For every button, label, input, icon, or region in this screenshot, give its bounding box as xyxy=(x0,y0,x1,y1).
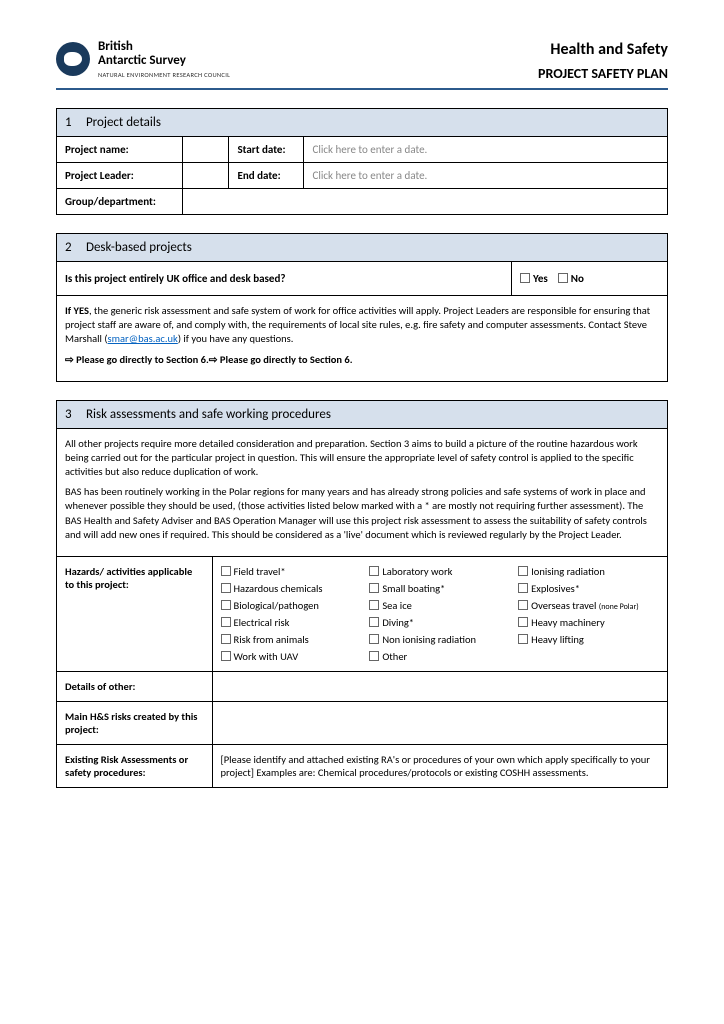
hazard-checkbox[interactable] xyxy=(518,583,528,593)
section-1-title: Project details xyxy=(86,115,161,130)
hazard-checkbox[interactable] xyxy=(369,566,379,576)
hazard-checkbox[interactable] xyxy=(221,651,231,661)
hazard-label: Other xyxy=(382,650,407,663)
doc-title-1: Health and Safety xyxy=(538,40,668,59)
section-3-num: 3 xyxy=(65,407,83,422)
hazard-label: Diving* xyxy=(382,616,414,629)
hazard-label: Ionising radiation xyxy=(531,565,605,578)
hazard-checkbox[interactable] xyxy=(221,617,231,627)
hazard-label: Field travel* xyxy=(234,565,286,578)
s3-intro-2: BAS has been routinely working in the Po… xyxy=(65,485,659,542)
bas-logo-icon xyxy=(56,42,90,76)
section-2-head: 2 Desk-based projects xyxy=(57,234,667,262)
desk-based-answer: Yes No xyxy=(512,262,667,295)
org-sub: NATURAL ENVIRONMENT RESEARCH COUNCIL xyxy=(98,71,230,79)
start-date-label: Start date: xyxy=(229,137,304,163)
hazard-checkbox[interactable] xyxy=(369,617,379,627)
start-date-input[interactable]: Click here to enter a date. xyxy=(304,137,667,163)
hazard-checkbox[interactable] xyxy=(369,651,379,661)
hazard-label: Risk from animals xyxy=(234,633,309,646)
existing-ra-text[interactable]: [Please identify and attached existing R… xyxy=(212,744,667,787)
yes-label: Yes xyxy=(533,272,548,285)
section-3-head: 3 Risk assessments and safe working proc… xyxy=(57,401,667,429)
hazard-checkbox[interactable] xyxy=(518,617,528,627)
project-name-input[interactable] xyxy=(182,137,229,163)
existing-ra-label: Existing Risk Assessments or safety proc… xyxy=(57,744,212,787)
hazard-label: Explosives* xyxy=(531,582,580,595)
details-other-label: Details of other: xyxy=(57,671,212,701)
section-3-title: Risk assessments and safe working proced… xyxy=(86,407,331,422)
group-input[interactable] xyxy=(182,189,667,215)
hazard-label: Heavy lifting xyxy=(531,633,584,646)
hazard-label: Small boating* xyxy=(382,582,445,595)
hazard-checkbox[interactable] xyxy=(221,566,231,576)
section-2-num: 2 xyxy=(65,240,83,255)
end-date-label: End date: xyxy=(229,163,304,189)
page: British Antarctic Survey NATURAL ENVIRON… xyxy=(0,0,724,846)
hazard-checkbox[interactable] xyxy=(518,566,528,576)
hazard-checkbox[interactable] xyxy=(518,600,528,610)
project-leader-label: Project Leader: xyxy=(57,163,182,189)
hazard-label: Work with UAV xyxy=(234,650,299,663)
main-risks-input[interactable] xyxy=(212,701,667,744)
s3-intro-1: All other projects require more detailed… xyxy=(65,437,659,480)
desk-based-row: Is this project entirely UK office and d… xyxy=(57,262,667,295)
goto-section-6: ⇨ Please go directly to Section 6.⇨ Plea… xyxy=(65,353,659,367)
section-2: 2 Desk-based projects Is this project en… xyxy=(56,233,668,382)
group-label: Group/department: xyxy=(57,189,182,215)
project-name-label: Project name: xyxy=(57,137,182,163)
section-3-intro: All other projects require more detailed… xyxy=(57,429,667,556)
doc-title-2: PROJECT SAFETY PLAN xyxy=(538,65,668,82)
hazard-checkbox[interactable] xyxy=(369,583,379,593)
page-header: British Antarctic Survey NATURAL ENVIRON… xyxy=(56,40,668,90)
section-1-head: 1 Project details xyxy=(57,109,667,137)
section-2-title: Desk-based projects xyxy=(86,240,192,255)
details-other-input[interactable] xyxy=(212,671,667,701)
hazard-checkbox[interactable] xyxy=(369,634,379,644)
hazard-label: Overseas travel xyxy=(531,599,596,612)
s2-para-c: ) if you have any questions. xyxy=(178,332,294,345)
hazard-checkbox[interactable] xyxy=(221,583,231,593)
hazard-checkbox[interactable] xyxy=(221,600,231,610)
contact-email-link[interactable]: smar@bas.ac.uk xyxy=(108,332,178,345)
section-1: 1 Project details Project name: Start da… xyxy=(56,108,668,215)
desk-based-question: Is this project entirely UK office and d… xyxy=(57,262,512,295)
logo-text: British Antarctic Survey NATURAL ENVIRON… xyxy=(98,40,230,79)
section-1-num: 1 xyxy=(65,115,83,130)
hazard-label: Laboratory work xyxy=(382,565,452,578)
hazard-label: Non ionising radiation xyxy=(382,633,476,646)
yes-checkbox[interactable] xyxy=(520,273,530,283)
no-label: No xyxy=(571,272,584,285)
section-3-table: Hazards/ activities applicable to this p… xyxy=(57,556,667,787)
hazard-checkbox[interactable] xyxy=(369,600,379,610)
section-2-text: If YES, the generic risk assessment and … xyxy=(57,295,667,381)
if-yes: If YES xyxy=(65,304,89,317)
hazard-label: Heavy machinery xyxy=(531,616,605,629)
hazard-label: Hazardous chemicals xyxy=(234,582,323,595)
hazard-label: Biological/pathogen xyxy=(234,599,319,612)
main-risks-label: Main H&S risks created by this project: xyxy=(57,701,212,744)
no-checkbox[interactable] xyxy=(558,273,568,283)
end-date-input[interactable]: Click here to enter a date. xyxy=(304,163,667,189)
hazards-label: Hazards/ activities applicable to this p… xyxy=(57,556,212,671)
logo-block: British Antarctic Survey NATURAL ENVIRON… xyxy=(56,40,230,79)
project-details-table: Project name: Start date: Click here to … xyxy=(57,137,667,214)
hazard-checkbox[interactable] xyxy=(221,634,231,644)
section-3: 3 Risk assessments and safe working proc… xyxy=(56,400,668,788)
project-leader-input[interactable] xyxy=(182,163,229,189)
hazards-grid: Field travel* Laboratory work Ionising r… xyxy=(221,565,660,663)
none-polar-note: (none Polar) xyxy=(599,602,639,612)
hazard-label: Electrical risk xyxy=(234,616,290,629)
header-right: Health and Safety PROJECT SAFETY PLAN xyxy=(538,40,668,82)
hazard-checkbox[interactable] xyxy=(518,634,528,644)
hazard-label: Sea ice xyxy=(382,599,412,612)
org-name-1: British xyxy=(98,40,230,54)
org-name-2: Antarctic Survey xyxy=(98,54,230,68)
hazards-cell: Field travel* Laboratory work Ionising r… xyxy=(212,556,667,671)
